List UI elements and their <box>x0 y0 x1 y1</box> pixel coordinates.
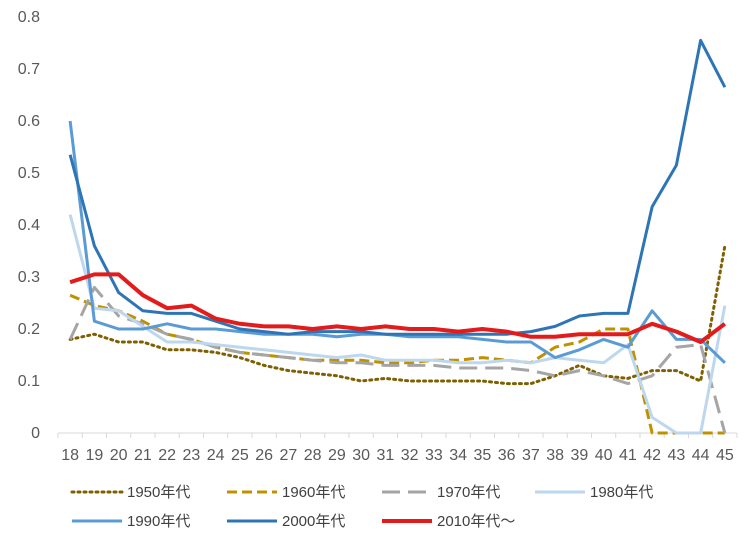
y-tick-label: 0.2 <box>18 321 40 338</box>
x-tick-label: 40 <box>595 447 613 464</box>
series-line-7 <box>69 272 727 344</box>
x-tick-label: 24 <box>207 447 225 464</box>
x-tick-label: 28 <box>304 447 322 464</box>
legend-label-1: 1950年代 <box>127 484 190 501</box>
y-tick-label: 0 <box>31 425 40 442</box>
legend-label-4: 1980年代 <box>590 484 653 501</box>
legend-label-2: 1960年代 <box>282 484 345 501</box>
x-tick-label: 21 <box>134 447 152 464</box>
legend-label-3: 1970年代 <box>437 484 500 501</box>
y-tick-label: 0.3 <box>18 269 40 286</box>
x-tick-label: 22 <box>158 447 176 464</box>
x-tick-label: 39 <box>570 447 588 464</box>
x-tick-label: 44 <box>692 447 710 464</box>
x-tick-label: 32 <box>401 447 419 464</box>
x-tick-label: 19 <box>85 447 103 464</box>
x-tick-label: 20 <box>110 447 128 464</box>
series-line-6 <box>68 38 727 336</box>
legend-label-5: 1990年代 <box>127 513 190 530</box>
x-tick-label: 45 <box>716 447 734 464</box>
x-tick-label: 29 <box>328 447 346 464</box>
x-tick-label: 18 <box>61 447 79 464</box>
x-tick-label: 27 <box>279 447 297 464</box>
x-tick-label: 25 <box>231 447 249 464</box>
x-tick-label: 43 <box>667 447 685 464</box>
y-tick-label: 0.7 <box>18 61 40 78</box>
x-tick-label: 31 <box>376 447 394 464</box>
x-tick-label: 26 <box>255 447 273 464</box>
series-line-4 <box>68 214 727 435</box>
series-line-1 <box>68 244 727 386</box>
x-tick-label: 41 <box>619 447 637 464</box>
y-tick-label: 0.6 <box>18 113 40 130</box>
series-line-3 <box>68 285 727 434</box>
y-tick-label: 0.5 <box>18 165 40 182</box>
y-tick-label: 0.4 <box>18 217 40 234</box>
series-layer <box>68 38 727 435</box>
x-tick-label: 42 <box>643 447 661 464</box>
x-tick-label: 37 <box>522 447 540 464</box>
legend-label-6: 2000年代 <box>282 513 345 530</box>
y-tick-label: 0.1 <box>18 373 40 390</box>
axes-layer: 0 0.1 0.2 0.3 0.4 0.5 0.6 0.7 0.8 18 19 20 21 22 23 24 2… <box>18 9 738 464</box>
x-tick-label: 23 <box>182 447 200 464</box>
y-tick-label: 0.8 <box>18 9 40 26</box>
x-tick-label: 30 <box>352 447 370 464</box>
x-tick-label: 36 <box>498 447 516 464</box>
x-tick-label: 35 <box>473 447 491 464</box>
series-line-2 <box>69 293 725 435</box>
x-tick-label: 38 <box>546 447 564 464</box>
legend-label-7: 2010年代〜 <box>437 513 515 530</box>
x-tick-label: 34 <box>449 447 467 464</box>
x-tick-label: 33 <box>425 447 443 464</box>
legend: 1950年代 1960年代 1970年代 1980年代 1990年代 2000年代 2010… <box>70 484 653 530</box>
